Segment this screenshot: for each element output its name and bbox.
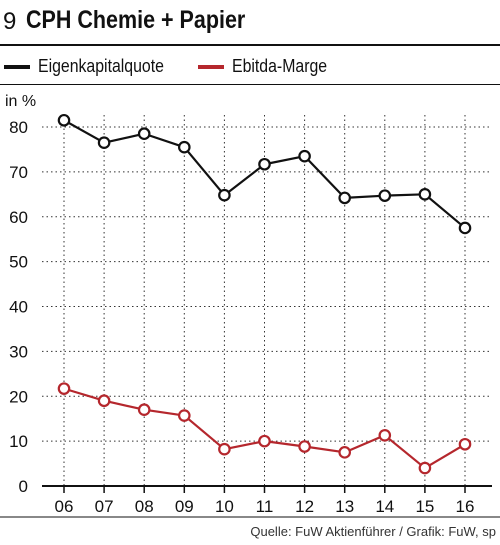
series-2-point (57, 382, 71, 395)
legend-item-ebitda-marge: Ebitda-Marge (198, 56, 340, 77)
series-2-point (218, 442, 231, 456)
x-tick-label: 15 (415, 497, 434, 516)
y-tick-label: 30 (9, 342, 28, 361)
series-2-point (137, 403, 151, 417)
series-2-point (418, 461, 432, 475)
series-1-point (97, 136, 111, 150)
y-tick-label: 80 (9, 118, 28, 137)
x-tick-label: 06 (55, 497, 74, 516)
series-2-point (97, 394, 111, 408)
header-rule (0, 44, 500, 46)
legend-swatch-series2 (198, 64, 224, 69)
y-tick-label: 20 (9, 387, 28, 406)
series-2-point (298, 440, 311, 453)
series-2-point (338, 446, 351, 459)
x-tick-label: 16 (456, 497, 475, 516)
series-1-point (458, 221, 472, 235)
legend-label-series2: Ebitda-Marge (232, 56, 328, 76)
legend: Eigenkapitalquote Ebitda-Marge (0, 56, 500, 80)
y-tick-label: 70 (9, 163, 28, 182)
y-tick-label: 50 (9, 253, 28, 272)
y-tick-label: 0 (19, 477, 28, 496)
series-1-point (57, 113, 71, 127)
x-tick-label: 13 (335, 497, 354, 516)
series-2-point (178, 409, 191, 422)
series-1-point (418, 188, 432, 201)
y-tick-label: 40 (9, 298, 28, 317)
series-1-point (258, 157, 271, 171)
legend-item-eigenkapitalquote: Eigenkapitalquote (4, 56, 181, 77)
legend-label-series1: Eigenkapitalquote (38, 56, 164, 76)
series-1-point (218, 188, 231, 202)
x-tick-label: 12 (295, 497, 314, 516)
series-1-point (298, 149, 311, 163)
x-tick-label: 09 (175, 497, 194, 516)
chart-title: CPH Chemie + Papier (26, 6, 246, 34)
x-tick-label: 11 (256, 497, 274, 516)
series-1-point (137, 127, 151, 141)
source-note: Quelle: FuW Aktienführer / Grafik: FuW, … (250, 524, 496, 539)
x-tick-label: 14 (375, 497, 394, 516)
chart-number: 9 (3, 8, 17, 35)
series-2-point (378, 428, 392, 442)
y-tick-label: 60 (9, 208, 28, 227)
chart-header: 9 CPH Chemie + Papier (0, 4, 500, 40)
series-1-point (178, 140, 191, 154)
series-1-point (378, 189, 392, 202)
x-tick-label: 10 (215, 497, 234, 516)
legend-swatch-series1 (4, 64, 30, 69)
series-1-point (338, 191, 351, 205)
x-tick-label: 07 (95, 497, 114, 516)
legend-rule (0, 84, 500, 85)
y-tick-label: 10 (9, 432, 28, 451)
series-2-point (458, 437, 472, 451)
series-line-2 (63, 387, 466, 470)
series-2-point (258, 434, 271, 448)
y-axis-unit-label: in % (5, 93, 36, 110)
x-tick-label: 08 (135, 497, 154, 516)
